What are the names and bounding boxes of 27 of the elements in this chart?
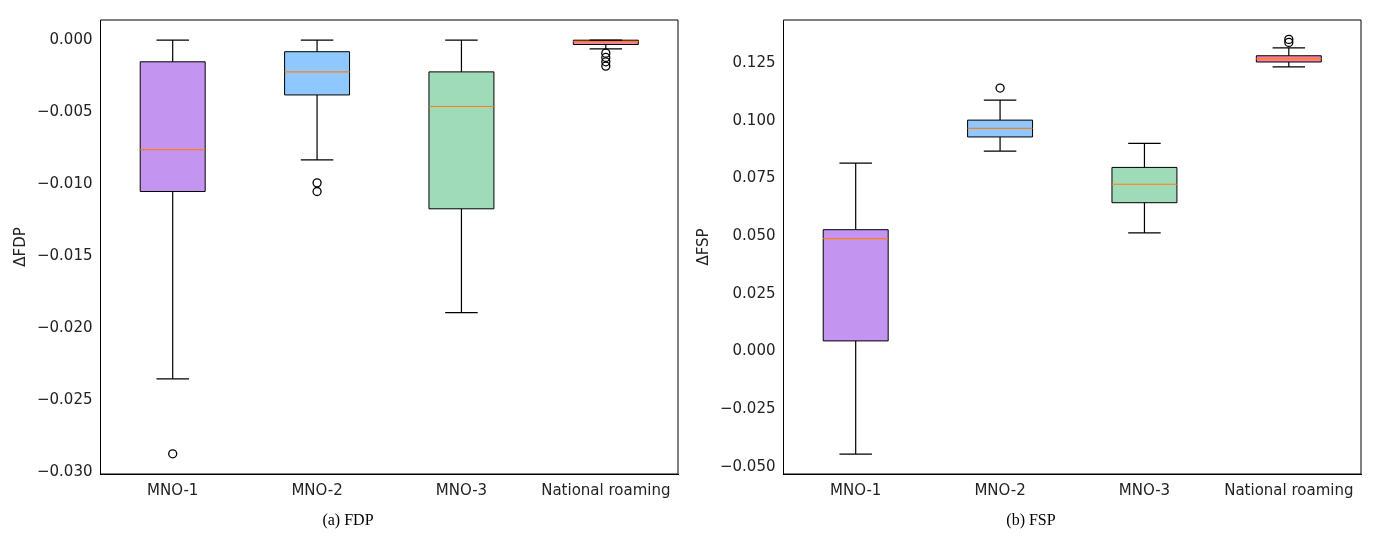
y-tick-label: −0.030	[36, 462, 93, 481]
y-tick-label: 0.100	[732, 110, 776, 129]
y-tick-label: −0.005	[36, 102, 93, 121]
x-tick-label: National roaming	[1224, 480, 1354, 499]
y-axis-title: ΔFDP	[10, 227, 29, 267]
x-tick-label: MNO-2	[291, 480, 343, 499]
text: (a) FDP	[321, 511, 375, 529]
x-tick-label: MNO-3	[435, 480, 488, 499]
y-tick-label: 0.025	[732, 283, 776, 302]
y-tick-label: −0.025	[36, 390, 93, 409]
x-tick-label: MNO-3	[1118, 480, 1171, 499]
x-tick-label: MNO-1	[147, 480, 199, 499]
x-tick-label: MNO-2	[974, 480, 1026, 499]
y-tick-label: −0.050	[719, 456, 776, 475]
x-tick-label: National roaming	[541, 480, 671, 499]
y-tick-label: 0.125	[732, 53, 776, 72]
y-tick-label: −0.015	[36, 246, 93, 265]
y-axis-title: ΔFSP	[693, 228, 712, 266]
text: (b) FSP	[1005, 511, 1057, 529]
y-tick-label: −0.025	[719, 399, 776, 418]
y-tick-label: −0.020	[36, 318, 93, 337]
y-tick-label: 0.000	[49, 30, 93, 49]
y-tick-label: −0.010	[36, 174, 93, 193]
y-tick-label: 0.000	[732, 341, 776, 360]
y-tick-label: 0.050	[732, 226, 776, 245]
x-tick-label: MNO-1	[830, 480, 882, 499]
y-tick-label: 0.075	[732, 168, 776, 187]
